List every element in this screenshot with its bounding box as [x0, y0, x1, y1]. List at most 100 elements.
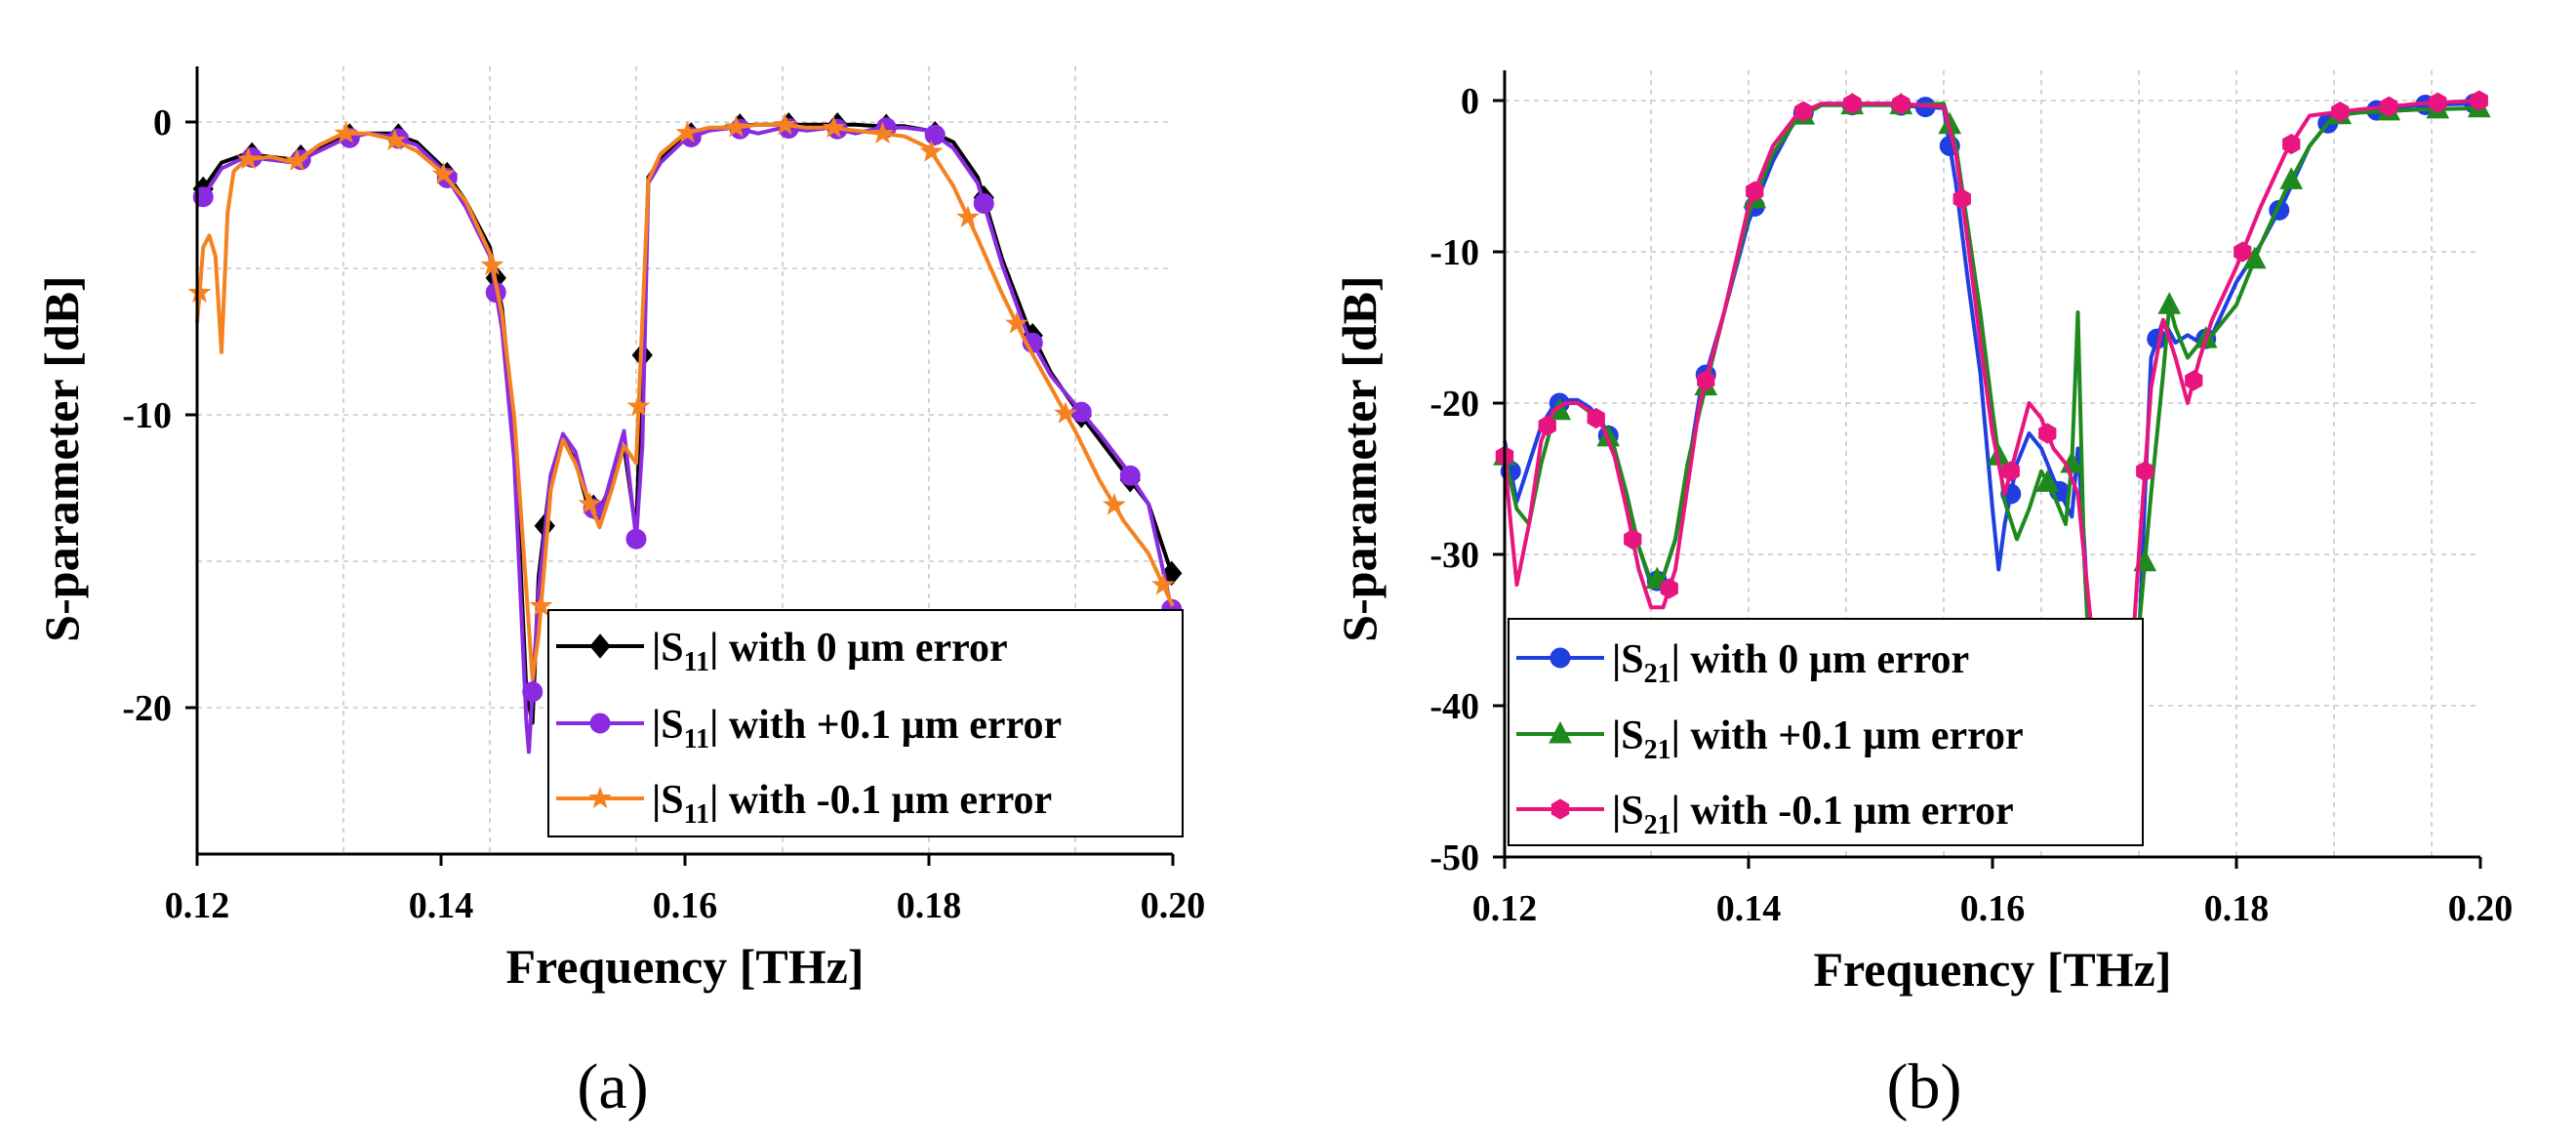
chart-a-series-3-line	[195, 122, 1175, 681]
chart-b-xtick-label-5: 0.20	[2448, 888, 2514, 929]
chart-a-legend-marker-shape-1	[589, 633, 611, 659]
chart-a-legend-prefix-3: |S	[652, 778, 684, 823]
chart-b-series-3-point-17	[2282, 134, 2301, 155]
chart-b: 0.12 0.14 0.16 0.18 0.20 0 -10 -20 -30 -…	[1332, 70, 2513, 1122]
chart-b-xtick-label-3: 0.16	[1960, 888, 2026, 929]
chart-a-series-3-point-3	[285, 148, 309, 171]
chart-b-legend-suffix-3: | with -0.1 µm error	[1671, 789, 2014, 834]
chart-a-series-3-point-1	[187, 280, 212, 303]
chart-b-series-3-point-16	[2234, 241, 2252, 263]
chart-a-legend-prefix-1: |S	[652, 626, 684, 671]
chart-b-series-3	[1495, 90, 2488, 829]
chart-b-series-3-point-10	[1892, 93, 1911, 115]
chart-b-ylabel: S-parameter [dB]	[1332, 275, 1387, 641]
chart-a-series-3-point-20	[1103, 492, 1126, 515]
chart-b-legend: |S21| with 0 µm error |S21| with +0.1 µm…	[1508, 618, 2144, 846]
chart-a-panel-label: (a)	[577, 1051, 648, 1122]
chart-b-legend-item-1: |S21| with 0 µm error	[1516, 637, 1969, 689]
chart-a: 0.12 0.14 0.16 0.18 0.20 0 -10 -20 Frequ…	[34, 66, 1205, 1122]
chart-b-legend-marker-2	[1549, 720, 1572, 744]
chart-b-ytick-label-5: -40	[1429, 686, 1479, 727]
chart-a-series-2-point-20	[1119, 465, 1141, 486]
chart-b-legend-marker-1	[1550, 647, 1571, 669]
chart-b-series-3-point-20	[2429, 92, 2447, 113]
chart-a-series-2-point-8	[522, 681, 543, 703]
chart-a-legend-suffix-2: | with +0.1 µm error	[709, 703, 1062, 748]
chart-a-series-3-point-21	[1151, 572, 1175, 595]
chart-b-legend-item-2: |S21| with +0.1 µm error	[1516, 714, 2024, 765]
chart-b-legend-marker-shape-1	[1550, 647, 1571, 669]
chart-b-ytick-label-6: -50	[1429, 837, 1479, 878]
chart-a-series-3-point-2	[236, 146, 261, 170]
chart-b-legend-box	[1508, 618, 2144, 846]
chart-a-series-3-point-8	[529, 593, 553, 616]
chart-a-legend-prefix-2: |S	[652, 703, 684, 748]
chart-a-legend: |S11| with 0 µm error |S11| with +0.1 µm…	[547, 609, 1184, 837]
chart-b-series-3-point-14	[2136, 461, 2154, 482]
chart-a-series-2-point-19	[1070, 401, 1092, 423]
chart-a-series-2-point-16	[924, 124, 946, 145]
chart-a-series-2-point-17	[973, 192, 994, 214]
chart-b-ytick-label-2: -10	[1429, 232, 1479, 273]
chart-a-series-3-point-12	[724, 115, 748, 138]
chart-a-series-3-point-17	[956, 205, 980, 227]
chart-a-series-3-point-14	[822, 115, 846, 139]
chart-a-series-3-point-16	[919, 140, 944, 162]
chart-a-ylabel: S-parameter [dB]	[34, 275, 89, 641]
chart-b-series-3-point-7	[1746, 181, 1764, 202]
chart-b-legend-sub-1: 21	[1644, 659, 1671, 689]
chart-a-axes	[185, 66, 1175, 866]
chart-b-series-3-point-18	[2331, 102, 2350, 123]
chart-b-legend-item-3: |S21| with -0.1 µm error	[1516, 789, 2014, 840]
chart-a-legend-marker-1	[589, 633, 611, 659]
chart-a-series-3-point-18	[1005, 311, 1028, 334]
chart-a-series-3-point-15	[870, 121, 895, 144]
chart-a-series-3-point-4	[334, 121, 358, 143]
chart-a-series-2-point-10	[625, 528, 647, 550]
chart-a-legend-marker-2	[589, 713, 611, 734]
chart-b-xtick-label-1: 0.12	[1472, 888, 1538, 929]
chart-a-series-3-point-11	[675, 120, 700, 143]
chart-a-legend-text-1: |S11| with 0 µm error	[652, 626, 1008, 677]
chart-a-series-3-point-9	[578, 491, 602, 514]
chart-b-legend-sub-2: 21	[1644, 735, 1671, 765]
chart-b-series-3-point-4	[1624, 528, 1642, 551]
chart-a-legend-text-3: |S11| with -0.1 µm error	[652, 778, 1052, 830]
chart-a-legend-sub-1: 11	[684, 647, 709, 677]
chart-a-ytick-label-2: -10	[122, 395, 172, 436]
chart-a-series-3-point-5	[382, 128, 407, 150]
chart-a-legend-item-3: |S11| with -0.1 µm error	[556, 778, 1052, 830]
chart-b-xtick-label-4: 0.18	[2204, 888, 2270, 929]
chart-a-legend-marker-3	[588, 786, 612, 809]
chart-b-series-3-point-3	[1587, 407, 1605, 429]
chart-b-legend-marker-shape-2	[1549, 720, 1572, 744]
chart-a-legend-suffix-1: | with 0 µm error	[709, 626, 1008, 671]
chart-b-legend-prefix-2: |S	[1612, 714, 1644, 758]
chart-b-series-2-point-12	[2035, 469, 2060, 492]
chart-b-legend-text-2: |S21| with +0.1 µm error	[1612, 714, 2024, 765]
chart-b-xtick-label-2: 0.14	[1716, 888, 1782, 929]
chart-a-series-3-point-7	[480, 253, 504, 275]
chart-b-series-3-point-19	[2380, 96, 2398, 117]
chart-a-series-3-point-10	[626, 393, 651, 417]
chart-b-legend-marker-shape-3	[1550, 798, 1570, 820]
chart-a-xtick-label-2: 0.14	[409, 885, 474, 926]
chart-b-ytick-label-3: -20	[1429, 384, 1479, 425]
chart-b-panel-label: (b)	[1887, 1051, 1962, 1122]
chart-b-legend-prefix-1: |S	[1612, 637, 1644, 682]
chart-a-legend-item-1: |S11| with 0 µm error	[556, 626, 1008, 677]
chart-a-legend-suffix-3: | with -0.1 µm error	[709, 778, 1052, 823]
chart-b-series-2-line	[1503, 102, 2481, 844]
chart-a-xtick-label-3: 0.16	[653, 885, 718, 926]
chart-b-series-3-point-11	[1952, 188, 1971, 210]
chart-b-series-3-point-5	[1660, 578, 1678, 599]
chart-b-series-3-point-2	[1538, 415, 1556, 436]
chart-b-legend-text-1: |S21| with 0 µm error	[1612, 637, 1969, 689]
chart-b-series-3-point-9	[1843, 93, 1862, 114]
chart-b-series-layer	[1493, 90, 2491, 844]
chart-a-series-3-point-13	[773, 112, 797, 136]
chart-b-series-2-point-15	[2157, 292, 2182, 314]
chart-b-legend-prefix-3: |S	[1612, 789, 1644, 834]
